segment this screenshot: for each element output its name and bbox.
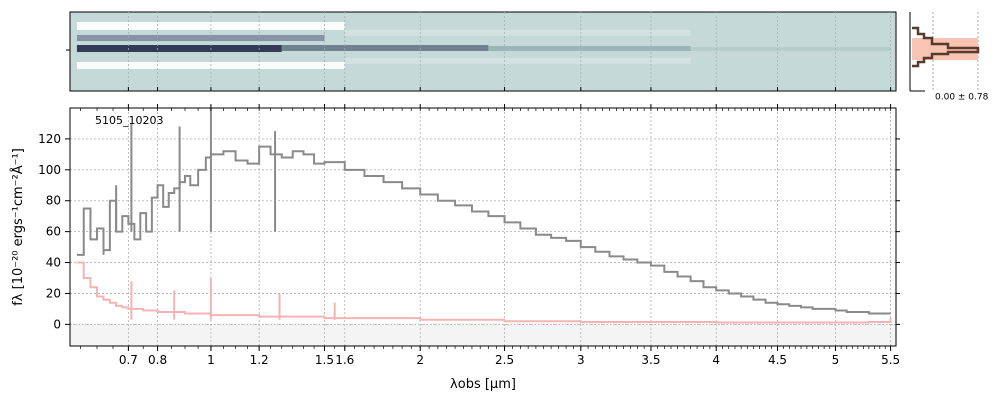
x-tick-label: 2 xyxy=(416,353,424,367)
profile-annotation: 0.00 ± 0.78 xyxy=(935,93,989,103)
x-tick-label: 5 xyxy=(832,353,840,367)
y-tick-label: 40 xyxy=(46,256,61,270)
x-tick-label: 2.5 xyxy=(495,353,514,367)
y-tick-label: 0 xyxy=(53,317,61,331)
plot-area xyxy=(70,108,896,346)
spectrum-2d-band xyxy=(76,45,282,52)
spectrum-2d-panel xyxy=(66,11,897,92)
y-tick-label: 20 xyxy=(46,286,61,300)
spectrum-2d-band xyxy=(488,46,691,51)
x-tick-label: 1.5 xyxy=(315,353,334,367)
x-tick-label: 1 xyxy=(207,353,215,367)
y-axis: 0 20 40 60 80 100 120 xyxy=(38,132,900,331)
series-flux xyxy=(76,145,891,315)
x-tick-label: 3 xyxy=(577,353,585,367)
series-group xyxy=(76,108,892,324)
spectrum-2d-band xyxy=(344,58,691,64)
x-axis: 0.7 0.8 1 1.2 1.5 1.6 2 2.5 3 3.5 4 4.5 5 5.5 xyxy=(80,87,900,367)
below-zero-band xyxy=(70,325,896,346)
spectrum-2d-band xyxy=(344,30,691,36)
object-label: 5105_10203 xyxy=(95,114,164,127)
spectrum-2d-band xyxy=(690,47,891,51)
x-tick-label: 4.5 xyxy=(768,353,787,367)
y-tick-label: 60 xyxy=(46,225,61,239)
grid xyxy=(70,12,896,346)
plot-frame xyxy=(69,107,897,347)
y-tick-label: 100 xyxy=(38,163,61,177)
x-tick-label: 1.6 xyxy=(335,353,354,367)
y-axis-title: fλ [10⁻²⁰ ergs⁻¹cm⁻²Å⁻¹] xyxy=(10,148,26,306)
x-axis-title: λobs [μm] xyxy=(450,377,516,392)
x-tick-label: 0.8 xyxy=(148,353,167,367)
y-tick-label: 80 xyxy=(46,194,61,208)
profile-shaded-region xyxy=(912,38,978,60)
spectrum-1d-panel: 0.7 0.8 1 1.2 1.5 1.6 2 2.5 3 3.5 4 4.5 5 5.5 0 20 40 60… xyxy=(10,12,900,392)
y-tick-label: 120 xyxy=(38,132,61,146)
x-tick-label: 1.2 xyxy=(250,353,269,367)
profile-trace xyxy=(912,26,980,68)
spectrum-2d-frame xyxy=(69,11,897,92)
x-tick-label: 5.5 xyxy=(881,353,900,367)
x-tick-label: 4 xyxy=(712,353,720,367)
spectrum-2d-band xyxy=(76,35,325,41)
x-tick-label: 3.5 xyxy=(641,353,660,367)
x-tick-label: 0.7 xyxy=(119,353,138,367)
series-uncertainty xyxy=(76,261,892,324)
spectrum-2d-band xyxy=(281,45,489,51)
profile-panel: 0.00 ± 0.78 xyxy=(909,12,989,103)
